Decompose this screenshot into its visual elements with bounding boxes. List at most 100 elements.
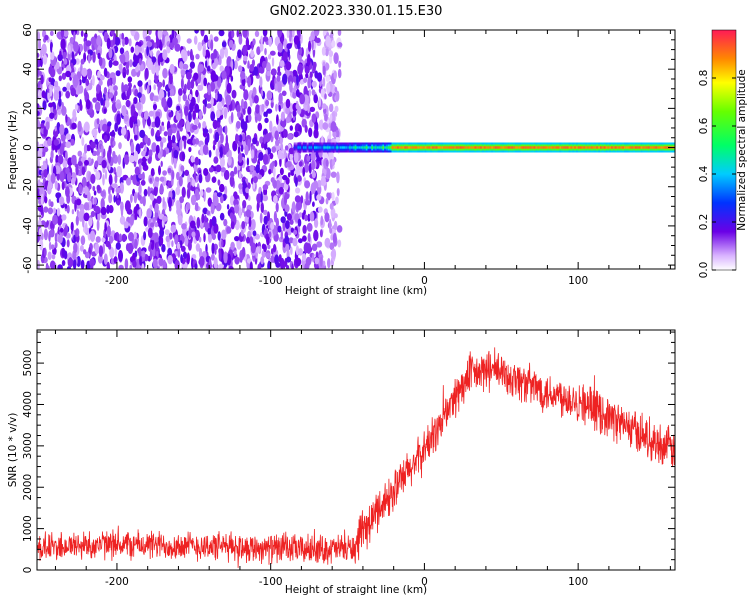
spectrogram-speckle — [162, 49, 168, 61]
spectrogram-speckle — [218, 30, 225, 37]
spectrogram-speckle — [259, 212, 263, 224]
spectrogram-speckle — [100, 206, 107, 216]
band-core — [297, 146, 300, 149]
spectrogram-speckle — [237, 152, 243, 163]
spectrogram-speckle — [193, 72, 199, 81]
band-core — [332, 146, 335, 149]
band-core — [308, 146, 311, 149]
band-core — [624, 146, 627, 149]
spectrogram-speckle — [260, 191, 263, 204]
top-x-tick-label: 100 — [568, 275, 588, 287]
spectrogram-speckle — [202, 207, 208, 215]
spectrogram-speckle — [159, 183, 164, 195]
spectrogram-speckle — [190, 194, 197, 206]
spectrogram-speckle — [214, 88, 219, 95]
spectrogram-speckle — [83, 121, 90, 133]
spectrogram-speckle — [132, 260, 137, 268]
spectrogram-speckle — [138, 58, 142, 66]
spectrogram-speckle — [179, 196, 185, 204]
spectrogram-speckle — [180, 165, 185, 172]
spectrogram-speckle — [108, 186, 111, 195]
spectrogram-speckle — [90, 141, 96, 149]
spectrogram-speckle — [58, 90, 62, 100]
spectrogram-speckle — [75, 163, 79, 176]
chart-title: GN02.2023.330.01.15.E30 — [270, 4, 443, 19]
spectrogram-speckle — [142, 116, 146, 129]
band-core — [441, 146, 444, 149]
spectrogram-speckle — [327, 258, 331, 269]
spectrogram-speckle — [40, 123, 45, 129]
spectrogram-speckle — [86, 144, 92, 152]
spectrogram-speckle — [242, 108, 246, 115]
spectrogram-speckle — [138, 208, 142, 219]
band-core — [301, 146, 304, 149]
spectrogram-speckle — [193, 117, 200, 126]
spectrogram-speckle — [195, 138, 200, 145]
spectrogram-speckle — [276, 114, 279, 125]
spectrogram-speckle — [62, 51, 67, 60]
spectrogram-speckle — [114, 36, 121, 46]
spectrogram-speckle — [67, 257, 74, 268]
spectrogram-speckle — [224, 141, 230, 153]
spectrogram-speckle — [148, 30, 152, 35]
spectrogram-speckle — [293, 131, 299, 138]
spectrogram-speckle — [106, 261, 110, 269]
spectrogram-speckle — [220, 167, 226, 173]
spectrogram-speckle — [238, 134, 243, 143]
spectrogram-speckle — [330, 111, 336, 124]
spectrogram-speckle — [216, 109, 221, 119]
spectrogram-speckle — [167, 97, 173, 108]
spectrogram-speckle — [251, 149, 255, 159]
spectrogram-speckle — [195, 243, 201, 252]
spectrogram-speckle — [275, 139, 280, 146]
spectrogram-speckle — [54, 180, 58, 190]
spectrogram-speckle — [319, 229, 323, 238]
band-core — [642, 146, 645, 149]
band-core — [341, 146, 344, 149]
spectrogram-speckle — [141, 250, 146, 258]
spectrogram-speckle — [329, 103, 334, 113]
spectrogram-speckle — [155, 111, 161, 118]
spectrogram-speckle — [277, 66, 281, 73]
spectrogram-speckle — [152, 108, 156, 120]
band-core — [496, 146, 499, 149]
spectrogram-speckle — [94, 205, 101, 213]
spectrogram-speckle — [41, 90, 46, 99]
spectrogram-speckle — [334, 56, 338, 62]
spectrogram-speckle — [328, 218, 332, 231]
spectrogram-speckle — [73, 31, 76, 41]
band-core — [489, 146, 492, 149]
spectrogram-speckle — [269, 152, 274, 160]
spectrogram-speckle — [183, 83, 187, 92]
spectrogram-speckle — [57, 54, 63, 62]
spectrogram-speckle — [111, 183, 118, 189]
spectrogram-speckle — [228, 39, 234, 48]
spectrogram-speckle — [84, 185, 88, 195]
spectrogram-speckle — [319, 256, 323, 268]
spectrogram-speckle — [284, 235, 290, 244]
spectrogram-speckle — [43, 228, 49, 241]
spectrogram-speckle — [97, 254, 103, 264]
spectrogram-speckle — [199, 247, 203, 259]
spectrogram-speckle — [147, 186, 151, 197]
spectrogram-speckle — [304, 163, 310, 173]
spectrogram-speckle — [97, 52, 101, 60]
spectrogram-speckle — [304, 214, 308, 222]
spectrogram-speckle — [247, 114, 252, 123]
spectrogram-speckle — [47, 90, 50, 101]
spectrogram-speckle — [165, 235, 170, 243]
spectrogram-speckle — [325, 197, 329, 205]
spectrogram-speckle — [223, 107, 228, 120]
spectrogram-speckle — [65, 90, 71, 99]
spectrogram-speckle — [300, 33, 303, 44]
spectrogram-speckle — [128, 232, 134, 242]
band-core — [552, 146, 555, 149]
spectrogram-speckle — [37, 58, 41, 68]
band-core — [659, 146, 662, 149]
spectrogram-speckle — [305, 72, 309, 79]
band-core — [325, 146, 328, 149]
spectrogram-speckle — [312, 253, 315, 263]
band-core — [528, 146, 531, 149]
spectrogram-speckle — [337, 30, 342, 36]
spectrogram-speckle — [128, 38, 132, 47]
